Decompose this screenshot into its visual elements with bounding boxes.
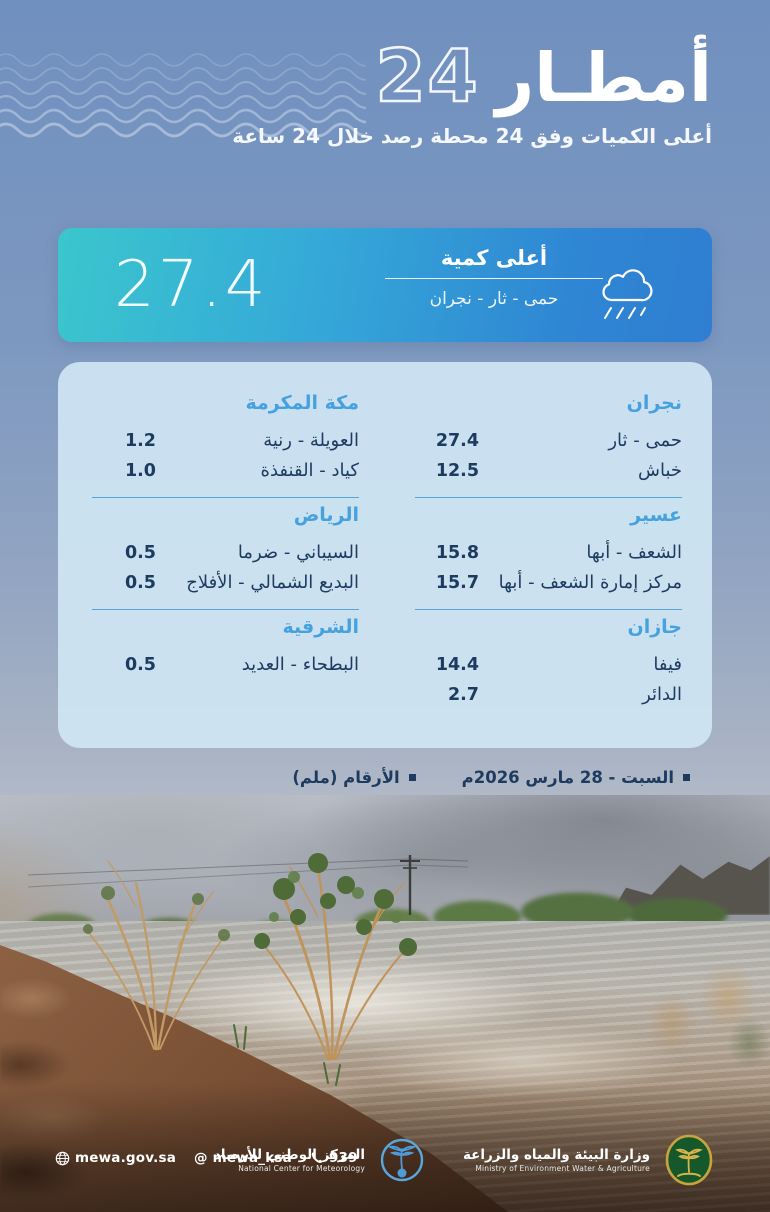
station-row: السيباني - ضرما 0.5 [88, 538, 359, 568]
flood-photo [0, 795, 770, 1212]
station-name: مركز إمارة الشعف - أبها [498, 572, 682, 593]
station-name: البطحاء - العديد [241, 654, 359, 675]
station-value: 2.7 [447, 685, 479, 705]
station-value: 1.0 [124, 461, 156, 481]
phone-icon [311, 1152, 323, 1163]
mewa-name-en: Ministry of Environment Water & Agricult… [475, 1163, 650, 1173]
region-section: عسير الشعف - أبها 15.8 مركز إمارة الشعف - أ… [407, 504, 686, 616]
regions-grid: نجران حمى - ثار 27.4 خباش 12.5 مكة المكرمة الع… [84, 392, 686, 728]
globe-icon [55, 1151, 70, 1165]
station-name: العويلة - رنية [263, 430, 359, 451]
title-number-outline: 24 [374, 34, 480, 118]
station-row: حمى - ثار 27.4 [411, 426, 682, 456]
date-note: السبت - 28 مارس 2026م [462, 768, 690, 787]
station-row: خباش 12.5 [411, 456, 682, 486]
highest-amount-card: 27.4 أعلى كمية حمى - ثار - نجران [58, 228, 712, 342]
station-value: 15.7 [435, 573, 479, 593]
region-header: جازان [627, 616, 683, 638]
notes-row: السبت - 28 مارس 2026م الأرقام (ملم) [292, 768, 690, 787]
social-item: @ mewa_ksa [194, 1150, 292, 1166]
unit-text: الأرقام (ملم) [292, 768, 400, 787]
region-header: عسير [630, 504, 682, 526]
region-header: الرياض [293, 504, 359, 526]
station-value: 0.5 [124, 655, 156, 675]
station-value: 12.5 [435, 461, 479, 481]
station-value: 15.8 [435, 543, 479, 563]
station-row: فيفا 14.4 [411, 650, 682, 680]
photo-bottom-shade [0, 1082, 770, 1212]
station-value: 14.4 [435, 655, 479, 675]
region-header: الشرقية [282, 616, 359, 638]
station-name: الدائر [642, 684, 682, 705]
page-title: أمطـار 24 [232, 34, 713, 118]
note-bullet [408, 774, 416, 781]
social-text: @ mewa_ksa [194, 1150, 292, 1166]
ncm-label: المركز الوطني للأرصاد National Center fo… [214, 1147, 365, 1173]
station-name: الشعف - أبها [586, 542, 682, 563]
station-value: 0.5 [124, 543, 156, 563]
photo-bushes [28, 853, 468, 1086]
station-name: فيفا [653, 654, 682, 675]
region-header: نجران [626, 392, 682, 414]
photo-right-twigs [630, 945, 770, 1075]
website-text: mewa.gov.sa [75, 1150, 177, 1166]
region-section: الشرقية البطحاء - العديد 0.5 [84, 616, 363, 728]
website-item: mewa.gov.sa [55, 1150, 176, 1166]
divider-line [385, 278, 603, 279]
station-name: خباش [637, 460, 682, 481]
region-section: نجران حمى - ثار 27.4 خباش 12.5 [407, 392, 686, 504]
highest-amount-label: أعلى كمية [440, 246, 548, 270]
highest-amount-value: 27.4 [114, 248, 269, 322]
station-row: الشعف - أبها 15.8 [411, 538, 682, 568]
station-row: العويلة - رنية 1.2 [88, 426, 359, 456]
contact-row: mewa.gov.sa @ mewa_ksa 939 [55, 1150, 358, 1166]
header: أمطـار 24 أعلى الكميات وفق 24 محطة رصد خ… [232, 34, 713, 148]
footer: mewa.gov.sa @ mewa_ksa 939 المركز الوطني… [0, 1128, 770, 1192]
station-row: مركز إمارة الشعف - أبها 15.7 [411, 568, 682, 598]
phone-text: 939 [328, 1150, 358, 1166]
station-row: البديع الشمالي - الأفلاج 0.5 [88, 568, 359, 598]
rainfall-table-card: نجران حمى - ثار 27.4 خباش 12.5 مكة المكرمة الع… [58, 362, 712, 748]
station-name: كياد - القنفذة [260, 460, 359, 481]
logos-row: المركز الوطني للأرصاد National Center fo… [214, 1134, 714, 1186]
mewa-name-ar: وزارة البيئة والمياه والزراعة [462, 1146, 650, 1163]
highest-amount-station: حمى - ثار - نجران [429, 289, 559, 309]
note-bullet [683, 774, 690, 781]
region-section: الرياض السيباني - ضرما 0.5 البديع الشمالي -… [84, 504, 363, 616]
ncm-logo [380, 1138, 424, 1182]
region-section: جازان فيفا 14.4 الدائر 2.7 [407, 616, 686, 728]
ncm-name-en: National Center for Meteorology [238, 1163, 365, 1173]
phone-item: 939 [310, 1150, 358, 1166]
station-name: حمى - ثار [608, 430, 682, 451]
ncm-name-ar: المركز الوطني للأرصاد [213, 1146, 365, 1163]
mewa-logo [665, 1134, 713, 1186]
unit-note: الأرقام (ملم) [292, 768, 416, 787]
rain-cloud-icon [602, 269, 653, 319]
mewa-label: وزارة البيئة والمياه والزراعة Ministry o… [463, 1147, 650, 1173]
station-name: البديع الشمالي - الأفلاج [186, 572, 359, 593]
highest-amount-center: أعلى كمية حمى - ثار - نجران [346, 246, 642, 309]
station-name: السيباني - ضرما [237, 542, 359, 563]
title-word: أمطـار [495, 39, 713, 117]
station-value: 27.4 [435, 431, 479, 451]
date-text: السبت - 28 مارس 2026م [461, 768, 674, 787]
station-row: البطحاء - العديد 0.5 [88, 650, 359, 680]
station-value: 0.5 [124, 573, 156, 593]
region-header: مكة المكرمة [245, 392, 360, 414]
station-row: كياد - القنفذة 1.0 [88, 456, 359, 486]
station-row: الدائر 2.7 [411, 680, 682, 710]
subtitle: أعلى الكميات وفق 24 محطة رصد خلال 24 ساع… [232, 123, 712, 148]
region-section: مكة المكرمة العويلة - رنية 1.2 كياد - القنف… [84, 392, 363, 504]
station-value: 1.2 [124, 431, 156, 451]
